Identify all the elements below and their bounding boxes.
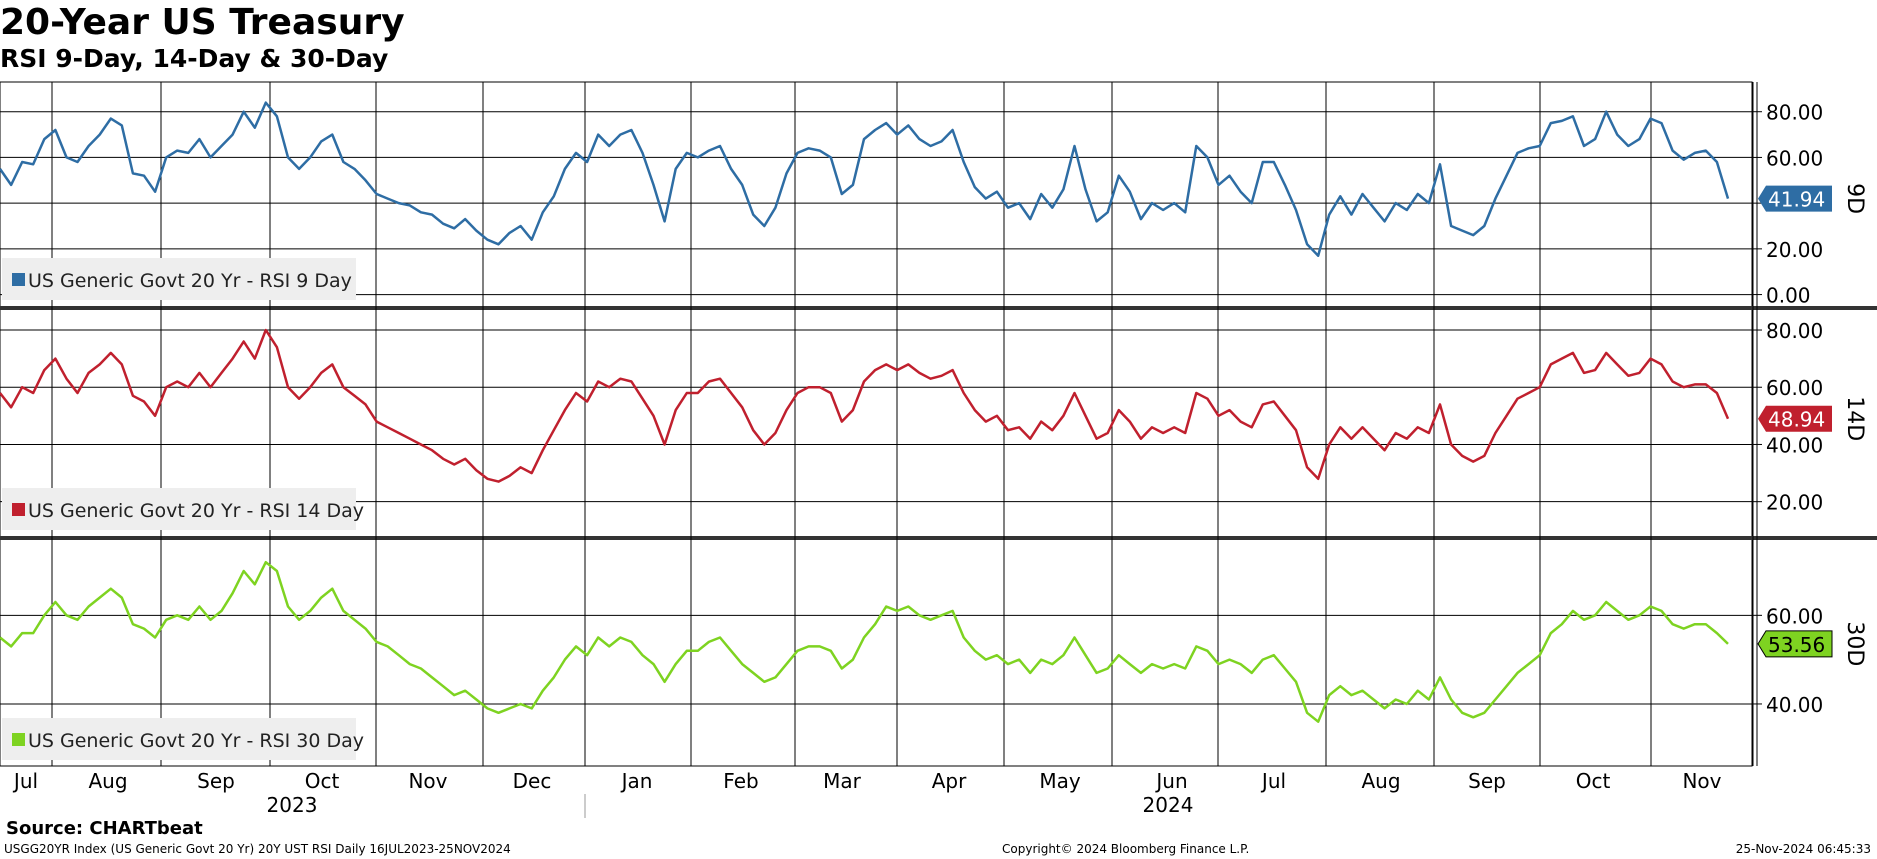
rsi-series-line <box>0 101 1730 257</box>
y-tick-label: 80.00 <box>1766 101 1823 125</box>
plot-border <box>0 81 1753 767</box>
y-tick-label: 80.00 <box>1766 319 1823 343</box>
month-label: Nov <box>1682 769 1721 793</box>
last-value-tag <box>1758 405 1832 432</box>
rsi-series-line <box>0 560 1729 723</box>
footer-timestamp: 25-Nov-2024 06:45:33 <box>1735 842 1871 856</box>
legend-swatch <box>12 503 25 516</box>
chart-subtitle: RSI 9-Day, 14-Day & 30-Day <box>0 44 389 73</box>
legend-box <box>2 258 356 300</box>
y-tick-label: 0.00 <box>1766 284 1811 308</box>
month-label: Jun <box>1154 769 1187 793</box>
month-label: Feb <box>723 769 758 793</box>
month-label: Oct <box>305 769 340 793</box>
last-value-label: 53.56 <box>1768 633 1825 657</box>
month-label: Sep <box>1468 769 1506 793</box>
panel-axis-label: 14D <box>1842 396 1867 441</box>
gridlines <box>0 82 1754 766</box>
month-label: Sep <box>197 769 235 793</box>
last-value-tag <box>1757 630 1833 658</box>
month-label: Dec <box>513 769 552 793</box>
month-label: Aug <box>1361 769 1400 793</box>
y-tick-label: 20.00 <box>1766 238 1823 262</box>
y-tick-label: 60.00 <box>1766 604 1823 628</box>
y-axes: 80.00 60.00 20.00 0.00 41.94 9D 80.00 60.00 40.0… <box>1752 101 1867 717</box>
y-tick-label: 60.00 <box>1766 146 1823 170</box>
x-axis: Jul Aug Sep Oct Nov Dec Jan Feb Mar Apr May Jun Jul A… <box>12 769 1722 818</box>
panel-axis-label: 9D <box>1842 183 1867 214</box>
footer-copyright: Copyright© 2024 Bloomberg Finance L.P. <box>1002 842 1250 856</box>
y-tick-label: 60.00 <box>1766 376 1823 400</box>
y-tick-label: 40.00 <box>1766 693 1823 717</box>
month-label: May <box>1039 769 1081 793</box>
legend-swatch <box>12 273 25 286</box>
source-note: Source: CHARTbeat <box>6 818 203 839</box>
legend-label: US Generic Govt 20 Yr - RSI 14 Day <box>28 500 364 522</box>
legends: US Generic Govt 20 Yr - RSI 9 Day US Gene… <box>2 258 364 760</box>
month-label: Nov <box>408 769 447 793</box>
panel-axis-label: 30D <box>1842 621 1867 666</box>
y-tick-label: 40.00 <box>1766 433 1823 457</box>
last-value-label: 48.94 <box>1768 408 1825 432</box>
legend-label: US Generic Govt 20 Yr - RSI 9 Day <box>28 270 352 292</box>
chart-frame <box>0 81 1877 767</box>
legend-box <box>2 718 356 760</box>
last-value-tag <box>1758 185 1832 212</box>
month-label: Mar <box>823 769 862 793</box>
year-label: 2023 <box>267 793 318 817</box>
month-label: Oct <box>1576 769 1611 793</box>
month-label: Jul <box>1260 769 1286 793</box>
month-label: Apr <box>932 769 967 793</box>
month-label: Aug <box>88 769 127 793</box>
year-label: 2024 <box>1143 793 1194 817</box>
y-tick-label: 20.00 <box>1766 491 1823 515</box>
legend-swatch <box>12 733 25 746</box>
month-label: Jan <box>620 769 653 793</box>
rsi-series-line <box>0 328 1730 483</box>
last-value-label: 41.94 <box>1768 188 1825 212</box>
series-lines <box>0 101 1730 723</box>
month-label: Jul <box>12 769 38 793</box>
footer-ticker-info: USGG20YR Index (US Generic Govt 20 Yr) 2… <box>4 842 511 856</box>
legend-label: US Generic Govt 20 Yr - RSI 30 Day <box>28 730 364 752</box>
legend-box <box>2 488 356 530</box>
chart-title: 20-Year US Treasury <box>0 2 405 43</box>
